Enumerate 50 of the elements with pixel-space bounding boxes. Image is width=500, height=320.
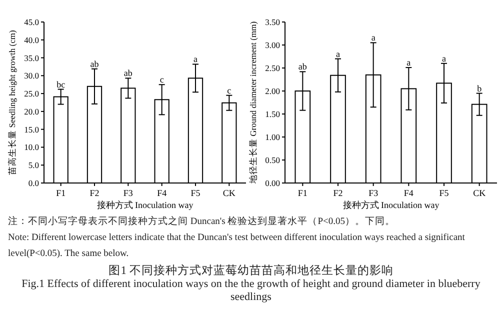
caption: 图1 不同接种方式对蓝莓幼苗苗高和地径生长量的影响	[108, 264, 394, 278]
x-axis-title: 接种方式 Inoculation way	[342, 200, 440, 210]
annotation: b	[477, 83, 482, 94]
annotation: a	[406, 58, 411, 68]
y-tick-label: 0.00	[265, 178, 280, 188]
annotation: ab	[298, 62, 308, 72]
x-tick-label: F2	[90, 188, 100, 198]
x-tick-label: F1	[56, 188, 66, 198]
x-tick-label: F5	[439, 188, 450, 198]
caption: Fig.1 Effects of different inoculation ways on the the growth of height and ground diameter in blueberry seedlings	[20, 278, 482, 304]
annotation: c	[160, 74, 164, 85]
y-axis-title: 苗高生长量 Seedling height growth (cm)	[7, 30, 17, 175]
y-tick-label: 5.0	[28, 160, 39, 170]
y-tick-label: 1.50	[265, 109, 280, 119]
x-tick-label: F3	[123, 188, 134, 198]
y-tick-label: 0.50	[265, 155, 280, 165]
y-tick-label: 0.0	[28, 178, 39, 188]
y-tick-label: 3.00	[265, 40, 280, 50]
y-tick-label: 35.0	[24, 52, 39, 63]
y-tick-label: 2.00	[265, 86, 280, 96]
x-tick-label: CK	[222, 188, 236, 198]
x-tick-label: F5	[190, 188, 201, 198]
x-axis-title: 接种方式 Inoculation way	[96, 200, 194, 210]
y-tick-label: 25.0	[24, 88, 39, 99]
text: Note: Different lowercase letters indicate that the Duncan's test between different inoculation ways reached a significant level(P<0.05). The same below.	[8, 232, 466, 261]
y-tick-label: 15.0	[24, 124, 39, 134]
y-tick-label: 20.0	[24, 106, 39, 116]
annotation: ab	[124, 68, 133, 78]
x-tick-label: F1	[298, 188, 308, 198]
y-tick-label: 3.50	[265, 17, 280, 27]
annotation: a	[442, 53, 446, 64]
text: 注：不同小写字母表示不同接种方式之间 Duncan's 检验达到显著水平（P<0.05）。下同。	[8, 215, 396, 229]
annotation: a	[371, 32, 376, 43]
y-tick-label: 45.0	[24, 17, 39, 27]
x-tick-label: F3	[368, 188, 379, 198]
x-tick-label: F2	[333, 188, 343, 198]
y-axis-title: 地径生长量 Ground diameter increment (mm)	[248, 21, 258, 185]
annotation: a	[194, 54, 198, 64]
annotation: c	[227, 85, 232, 96]
y-tick-label: 1.00	[265, 132, 280, 142]
annotation: bc	[56, 79, 66, 90]
x-tick-label: F4	[157, 188, 168, 198]
y-tick-label: 40.0	[24, 34, 39, 45]
y-tick-label: 10.0	[24, 142, 39, 152]
x-tick-label: CK	[473, 188, 486, 198]
y-tick-label: 30.0	[24, 70, 39, 81]
x-tick-label: F4	[404, 188, 414, 198]
annotation: a	[336, 48, 340, 59]
annotation: ab	[90, 58, 100, 69]
y-tick-label: 2.50	[265, 63, 280, 73]
